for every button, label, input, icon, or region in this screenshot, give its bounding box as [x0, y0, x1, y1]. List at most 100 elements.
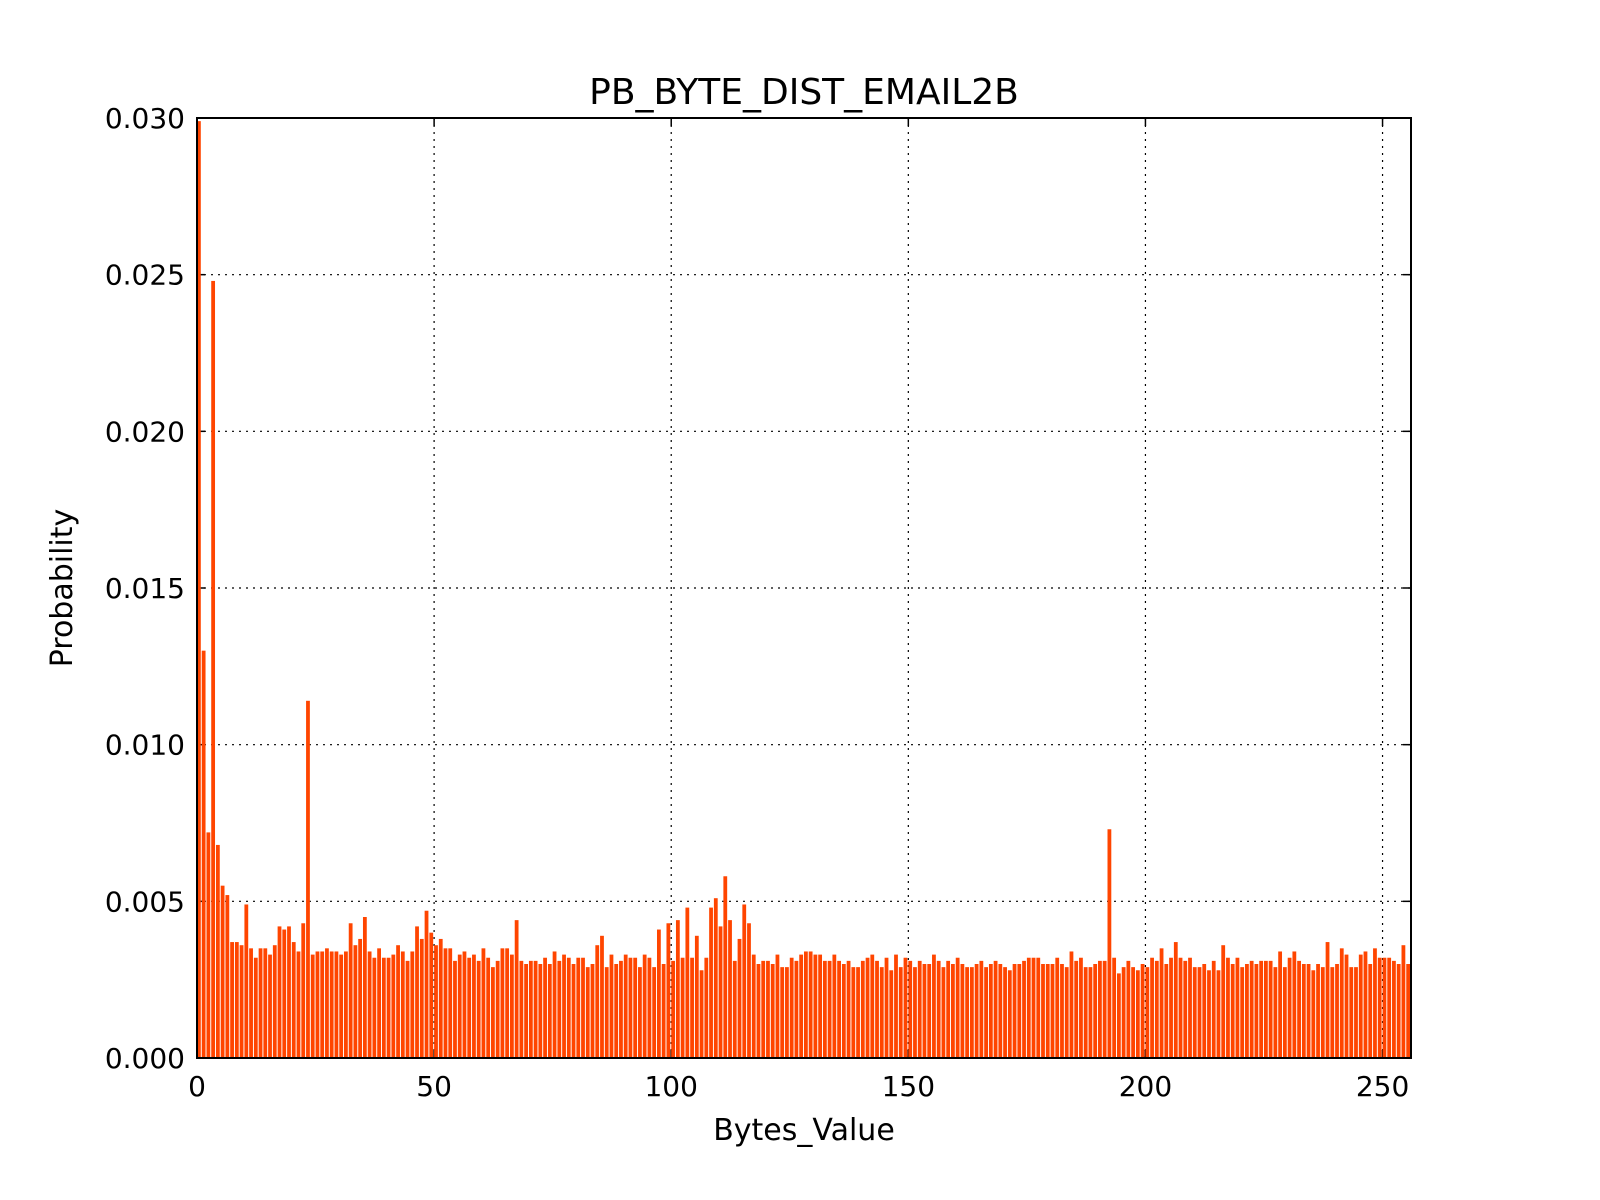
bar: [1207, 970, 1211, 1058]
bar: [1301, 964, 1306, 1058]
bar: [951, 964, 955, 1058]
bar: [865, 957, 870, 1058]
bar: [628, 957, 633, 1058]
bar: [642, 954, 647, 1058]
bar: [671, 960, 676, 1058]
bar: [661, 964, 666, 1058]
bar: [1169, 957, 1173, 1058]
bar: [751, 954, 756, 1058]
bar: [709, 907, 713, 1058]
bar: [524, 964, 529, 1058]
bar: [1112, 957, 1117, 1058]
bar: [927, 964, 932, 1058]
bar: [1254, 964, 1259, 1058]
bar: [306, 700, 310, 1058]
bar: [310, 954, 315, 1058]
bar: [500, 948, 505, 1058]
bar: [400, 951, 405, 1058]
bar: [1335, 964, 1339, 1058]
bar: [1159, 948, 1164, 1058]
x-tick-label: 100: [644, 1070, 697, 1103]
bar: [533, 960, 538, 1058]
bar: [770, 964, 775, 1058]
bar: [704, 957, 709, 1058]
bar: [543, 957, 547, 1058]
bar: [277, 926, 282, 1058]
bar: [860, 960, 865, 1058]
bar: [903, 957, 908, 1058]
bar: [1150, 957, 1154, 1058]
bar: [1192, 967, 1197, 1058]
bar: [879, 967, 884, 1058]
bar: [1282, 967, 1287, 1058]
bar: [737, 938, 742, 1058]
bar: [728, 920, 732, 1058]
bar: [775, 954, 780, 1058]
bar: [1102, 960, 1107, 1058]
bar: [362, 917, 367, 1058]
bar: [476, 960, 481, 1058]
bar: [609, 954, 614, 1058]
bar: [1093, 964, 1098, 1058]
bar: [1188, 957, 1192, 1058]
bar: [339, 954, 344, 1058]
y-tick-label: 0.010: [105, 729, 185, 762]
bar: [946, 960, 951, 1058]
bar: [647, 957, 652, 1058]
bar: [197, 121, 201, 1059]
bar: [761, 960, 766, 1058]
bar: [1178, 957, 1183, 1058]
bar: [1311, 970, 1316, 1058]
bar: [1354, 967, 1358, 1058]
bar: [1126, 960, 1131, 1058]
bar: [282, 929, 287, 1058]
bar: [1273, 967, 1278, 1058]
bar: [234, 942, 239, 1058]
bar: [230, 942, 234, 1058]
x-tick-label: 0: [188, 1070, 206, 1103]
bar: [917, 960, 922, 1058]
bar: [1026, 957, 1031, 1058]
bar: [1316, 964, 1320, 1058]
bar: [889, 970, 894, 1058]
bar: [1145, 967, 1150, 1058]
bar: [377, 948, 381, 1058]
bar: [1330, 967, 1335, 1058]
bar: [410, 951, 415, 1058]
y-tick-label: 0.015: [105, 572, 185, 605]
bar: [1240, 967, 1245, 1058]
bar: [680, 957, 685, 1058]
bar: [1197, 967, 1202, 1058]
bar: [666, 923, 671, 1058]
bar: [941, 967, 946, 1058]
bar: [818, 954, 823, 1058]
x-tick-label: 200: [1119, 1070, 1172, 1103]
bar: [467, 957, 472, 1058]
bar: [804, 951, 808, 1058]
bar: [1221, 945, 1226, 1058]
bar: [509, 954, 514, 1058]
bar: [381, 957, 386, 1058]
bar: [1050, 964, 1055, 1058]
bar: [1387, 957, 1392, 1058]
bar: [367, 951, 372, 1058]
bar: [1278, 951, 1283, 1058]
bar: [713, 898, 718, 1058]
bar: [320, 951, 325, 1058]
bar: [1249, 960, 1254, 1058]
bar: [215, 844, 220, 1058]
bar: [993, 960, 998, 1058]
bar: [884, 957, 889, 1058]
bar: [1368, 964, 1373, 1058]
bar: [405, 960, 410, 1058]
bar: [1183, 960, 1188, 1058]
bar: [623, 954, 628, 1058]
bar: [932, 954, 936, 1058]
bar: [827, 960, 832, 1058]
y-axis-label: Probability: [45, 509, 80, 668]
bar: [1373, 948, 1377, 1058]
y-tick-label: 0.005: [105, 885, 185, 918]
bar: [794, 960, 799, 1058]
bar: [585, 967, 590, 1058]
bar: [1140, 964, 1145, 1058]
